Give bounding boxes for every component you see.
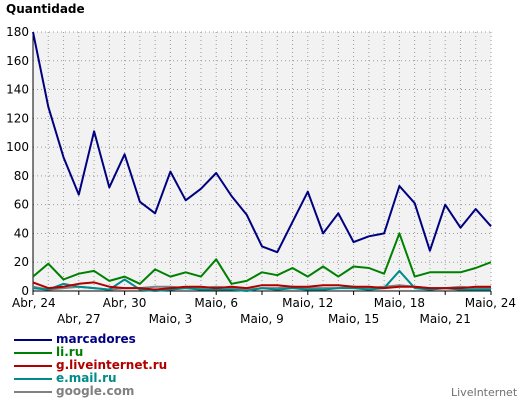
y-tick-label: 120 xyxy=(6,111,29,125)
watermark: LiveInternet xyxy=(451,386,518,399)
y-tick-label: 140 xyxy=(6,83,29,97)
y-tick-label: 20 xyxy=(14,255,29,269)
x-tick-label: Maio, 9 xyxy=(240,312,284,326)
y-tick-label: 160 xyxy=(6,54,29,68)
x-tick-label: Maio, 3 xyxy=(149,312,193,326)
x-tick-label: Maio, 15 xyxy=(328,312,379,326)
legend-label: li.ru xyxy=(56,345,84,359)
y-tick-label: 0 xyxy=(21,284,29,298)
x-tick-label: Maio, 18 xyxy=(374,296,425,310)
y-tick-label: 60 xyxy=(14,198,29,212)
y-tick-label: 100 xyxy=(6,140,29,154)
x-tick-label: Maio, 21 xyxy=(420,312,471,326)
x-tick-label: Maio, 6 xyxy=(194,296,238,310)
legend-swatch xyxy=(14,378,52,380)
y-tick-label: 180 xyxy=(6,25,29,39)
x-tick-label: Abr, 30 xyxy=(103,296,147,310)
y-tick-label: 80 xyxy=(14,169,29,183)
legend-swatch xyxy=(14,339,52,341)
series-line-g-liveinternet-ru xyxy=(32,281,491,291)
y-axis-title: Quantidade xyxy=(6,2,85,16)
x-tick-label: Abr, 27 xyxy=(57,312,101,326)
legend-label: google.com xyxy=(56,384,135,398)
legend-swatch xyxy=(14,391,52,393)
legend-label: e.mail.ru xyxy=(56,371,117,385)
x-tick-label: Maio, 12 xyxy=(282,296,333,310)
plot-area xyxy=(33,32,491,291)
series-line-e-mail-ru xyxy=(32,269,491,292)
legend-swatch xyxy=(14,365,52,367)
x-tick-label: Abr, 24 xyxy=(12,296,56,310)
legend-label: marcadores xyxy=(56,332,136,346)
legend-label: g.liveinternet.ru xyxy=(56,358,168,372)
series-line-marcadores xyxy=(32,31,492,254)
x-tick-label: Maio, 24 xyxy=(465,296,516,310)
legend-swatch xyxy=(14,352,52,354)
series-line-li-ru xyxy=(32,232,492,285)
y-tick-label: 40 xyxy=(14,226,29,240)
